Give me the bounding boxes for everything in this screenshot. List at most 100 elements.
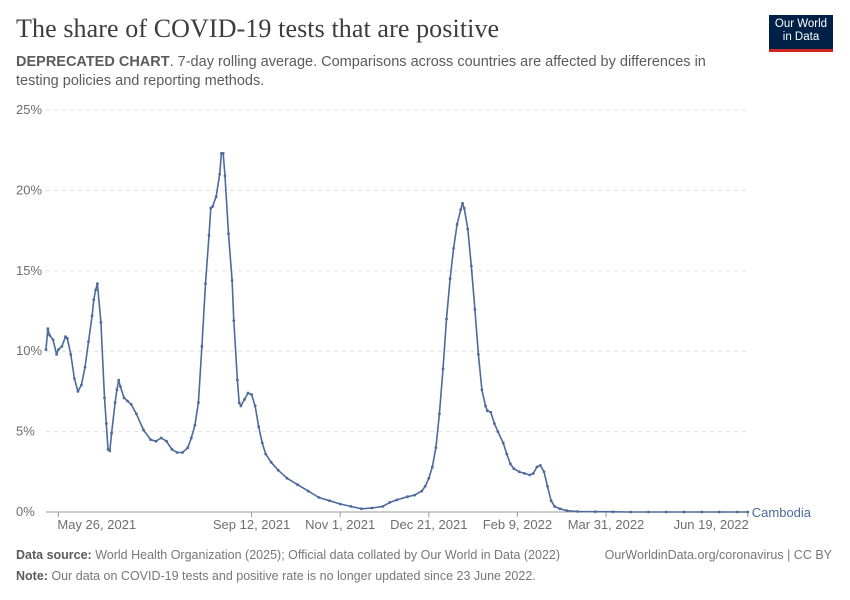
- data-source: Data source: World Health Organization (…: [16, 548, 560, 562]
- data-point: [204, 282, 207, 286]
- data-point: [218, 172, 222, 176]
- data-point: [230, 279, 234, 282]
- data-point: [370, 506, 374, 510]
- data-point: [104, 422, 108, 425]
- data-point: [535, 465, 539, 469]
- chart-title: The share of COVID-19 tests that are pos…: [16, 14, 500, 43]
- data-point: [718, 510, 721, 514]
- x-tick-label: Feb 9, 2022: [483, 517, 552, 532]
- data-point: [328, 499, 331, 503]
- x-tick-label: Sep 12, 2021: [213, 517, 290, 532]
- data-point: [211, 205, 215, 208]
- data-point: [142, 428, 145, 432]
- data-point: [420, 489, 424, 493]
- data-point: [664, 510, 668, 514]
- y-tick-label: 20%: [16, 182, 42, 197]
- data-point: [430, 465, 434, 469]
- data-point: [260, 441, 264, 445]
- data-point: [388, 501, 392, 504]
- data-point: [629, 510, 633, 514]
- chart-subtitle: DEPRECATED CHART. 7-day rolling average.…: [16, 53, 716, 91]
- data-point: [427, 476, 431, 480]
- data-point: [87, 340, 90, 343]
- data-point: [207, 234, 211, 237]
- data-point: [149, 438, 153, 441]
- data-point: [264, 452, 268, 456]
- x-tick-label: Jun 19, 2022: [674, 517, 749, 532]
- data-point: [181, 451, 184, 454]
- data-point: [209, 206, 213, 210]
- data-point: [214, 195, 218, 199]
- owid-logo[interactable]: Our World in Data: [769, 15, 833, 52]
- data-point: [154, 439, 158, 443]
- data-point: [531, 472, 535, 475]
- data-point: [647, 510, 650, 514]
- data-point: [546, 484, 549, 488]
- data-point: [565, 509, 569, 513]
- data-point: [381, 505, 385, 508]
- data-point: [452, 246, 455, 250]
- data-point: [517, 470, 521, 474]
- note: Note: Our data on COVID-19 tests and pos…: [16, 569, 536, 583]
- x-tick-label: Nov 1, 2021: [305, 517, 375, 532]
- data-point: [103, 396, 106, 400]
- data-point: [96, 282, 99, 286]
- data-point: [175, 451, 179, 454]
- source-url[interactable]: OurWorldinData.org/coronavirus | CC BY: [604, 548, 832, 562]
- data-point: [473, 308, 477, 311]
- data-point: [221, 152, 225, 155]
- data-point: [115, 388, 119, 392]
- data-point: [485, 409, 489, 413]
- data-point: [594, 510, 597, 514]
- data-point: [700, 510, 704, 514]
- data-point: [276, 468, 280, 472]
- data-point: [60, 345, 64, 348]
- data-point: [528, 473, 532, 477]
- data-point: [505, 452, 509, 456]
- data-point: [461, 201, 464, 205]
- data-point: [159, 436, 163, 440]
- data-point: [413, 493, 416, 497]
- data-point: [108, 449, 112, 453]
- data-point: [462, 206, 466, 210]
- data-point: [232, 319, 236, 322]
- data-point: [250, 393, 254, 396]
- data-point: [126, 399, 129, 403]
- data-point: [239, 404, 243, 408]
- y-tick-label: 5%: [16, 424, 35, 439]
- y-tick-label: 25%: [16, 102, 42, 117]
- note-text: Our data on COVID-19 tests and positive …: [51, 569, 536, 583]
- y-tick-label: 10%: [16, 343, 42, 358]
- data-point: [44, 348, 48, 351]
- data-point: [80, 383, 83, 387]
- data-point: [135, 412, 138, 416]
- data-point: [576, 510, 579, 513]
- data-point: [99, 320, 103, 324]
- data-point: [285, 476, 289, 480]
- series-group: Cambodia: [44, 152, 812, 520]
- data-point: [434, 446, 438, 450]
- x-tick-label: May 26, 2021: [57, 517, 136, 532]
- data-point: [539, 464, 542, 467]
- data-point: [253, 404, 257, 408]
- data-point: [746, 510, 750, 514]
- data-point: [558, 507, 562, 511]
- data-point: [69, 353, 73, 356]
- data-point: [484, 404, 487, 408]
- data-point: [129, 402, 133, 406]
- data-point: [438, 412, 441, 416]
- data-point: [489, 410, 493, 414]
- data-point: [257, 425, 261, 429]
- data-point: [65, 336, 69, 340]
- data-point: [51, 338, 55, 342]
- data-point: [119, 385, 122, 388]
- x-tick-label: Dec 21, 2021: [390, 517, 467, 532]
- data-point: [223, 174, 227, 178]
- data-point: [106, 447, 110, 451]
- data-point: [117, 378, 121, 382]
- data-point: [197, 401, 200, 405]
- data-point: [243, 398, 246, 401]
- note-label: Note:: [16, 569, 48, 583]
- data-point: [349, 505, 353, 508]
